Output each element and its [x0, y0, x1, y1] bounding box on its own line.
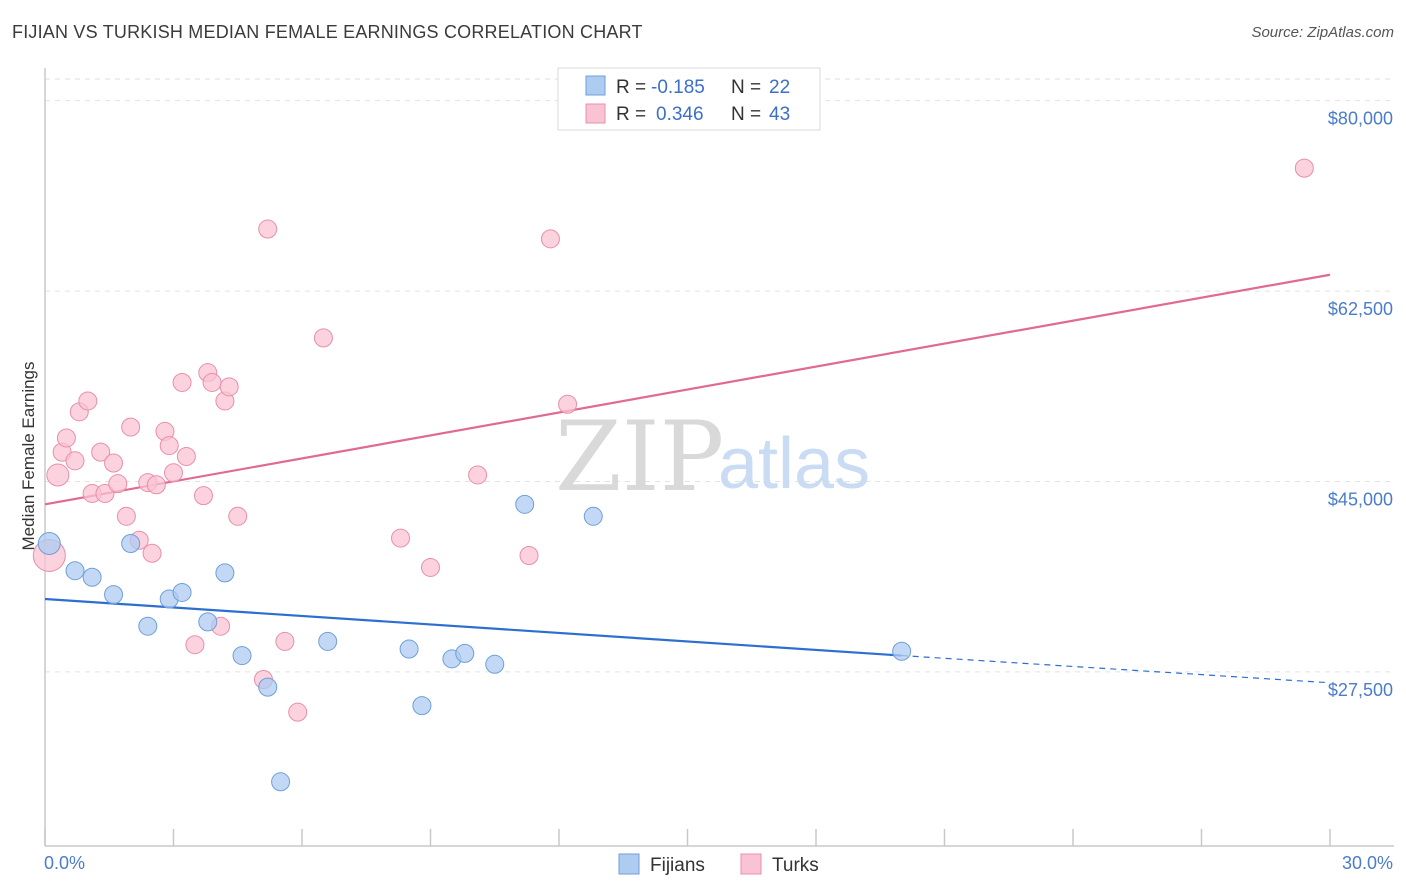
point-fijians	[121, 534, 141, 554]
point-turks	[185, 635, 205, 655]
point-turks	[121, 417, 141, 437]
point-fijians	[455, 643, 475, 663]
point-turks	[228, 506, 248, 526]
legend-swatch-turks	[585, 103, 606, 124]
point-turks	[146, 475, 166, 495]
gridlines	[45, 78, 1394, 673]
point-turks	[202, 372, 222, 392]
point-fijians	[232, 646, 252, 666]
legend-label-turks: Turks	[772, 855, 819, 876]
y-tick-labels: $27,500 $45,000 $62,500 $80,000	[1328, 109, 1393, 700]
point-turks	[159, 436, 179, 456]
trend-line-fijians	[44, 597, 902, 657]
point-turks	[142, 543, 162, 563]
point-turks	[193, 486, 213, 506]
data-points	[32, 158, 1314, 792]
point-fijians	[198, 612, 218, 632]
y-tick-label: $80,000	[1328, 109, 1393, 129]
y-tick-label: $27,500	[1328, 680, 1393, 700]
point-fijians	[258, 677, 278, 697]
point-turks	[468, 465, 488, 485]
point-turks	[56, 428, 76, 448]
point-turks	[78, 391, 98, 411]
legend-n-label: N =	[731, 77, 761, 98]
point-turks	[65, 451, 85, 471]
legend-r-value: 0.346	[656, 104, 704, 125]
point-turks	[540, 229, 560, 249]
legend-n-value: 22	[769, 77, 790, 98]
point-fijians	[271, 772, 291, 792]
axes	[44, 68, 1394, 847]
point-fijians	[399, 639, 419, 659]
y-tick-label: $62,500	[1328, 299, 1393, 319]
legend-swatch-turks	[740, 853, 762, 875]
point-fijians	[215, 563, 235, 583]
y-axis-label: Median Female Earnings	[19, 362, 38, 551]
point-turks	[46, 463, 70, 487]
watermark: ZIP atlas	[555, 401, 870, 513]
point-fijians	[37, 532, 61, 556]
point-turks	[391, 528, 411, 548]
x-tick-label-max: 30.0%	[1342, 853, 1393, 873]
point-turks	[558, 394, 578, 414]
point-turks	[258, 219, 278, 239]
point-turks	[519, 545, 539, 565]
point-fijians	[485, 654, 505, 674]
point-turks	[288, 702, 308, 722]
point-turks	[95, 483, 115, 503]
x-ticks	[44, 829, 1331, 846]
legend-n-value: 43	[769, 104, 790, 125]
x-tick-label-min: 0.0%	[44, 853, 85, 873]
legend-swatch-fijians	[618, 853, 640, 875]
point-fijians	[65, 561, 85, 581]
point-turks	[91, 442, 111, 462]
point-fijians	[318, 631, 338, 651]
point-fijians	[583, 506, 603, 526]
legend-r-label: R =	[616, 77, 646, 98]
point-turks	[219, 377, 239, 397]
point-fijians	[412, 696, 432, 716]
point-turks	[108, 474, 128, 494]
legend-label-fijians: Fijians	[650, 855, 705, 876]
point-turks	[172, 372, 192, 392]
y-tick-label: $45,000	[1328, 489, 1393, 509]
chart-title: FIJIAN VS TURKISH MEDIAN FEMALE EARNINGS…	[12, 22, 643, 42]
legend-r-value: -0.185	[651, 77, 705, 98]
trend-extension-fijians	[901, 654, 1331, 684]
point-fijians	[138, 616, 158, 636]
point-fijians	[892, 641, 912, 661]
legend-swatch-fijians	[585, 75, 606, 96]
point-turks	[176, 446, 196, 466]
point-fijians	[82, 567, 102, 587]
trend-line-turks	[44, 273, 1331, 506]
watermark-zip: ZIP	[555, 401, 724, 513]
source-label: Source: ZipAtlas.com	[1251, 24, 1394, 41]
point-turks	[421, 557, 440, 577]
point-fijians	[515, 494, 535, 514]
point-fijians	[172, 582, 192, 602]
legend-r-label: R =	[616, 104, 646, 125]
point-turks	[104, 453, 124, 473]
legend-bottom: Fijians Turks	[618, 853, 819, 876]
point-fijians	[104, 585, 124, 605]
trend-lines	[44, 273, 1331, 684]
legend-n-label: N =	[731, 104, 761, 125]
point-turks	[116, 506, 136, 526]
point-turks	[275, 631, 295, 651]
point-turks	[164, 463, 183, 483]
legend-top: R = -0.185 N = 22 R = 0.346 N = 43	[557, 67, 821, 131]
point-turks	[1294, 158, 1314, 178]
point-turks	[313, 328, 333, 348]
watermark-atlas: atlas	[718, 424, 870, 504]
